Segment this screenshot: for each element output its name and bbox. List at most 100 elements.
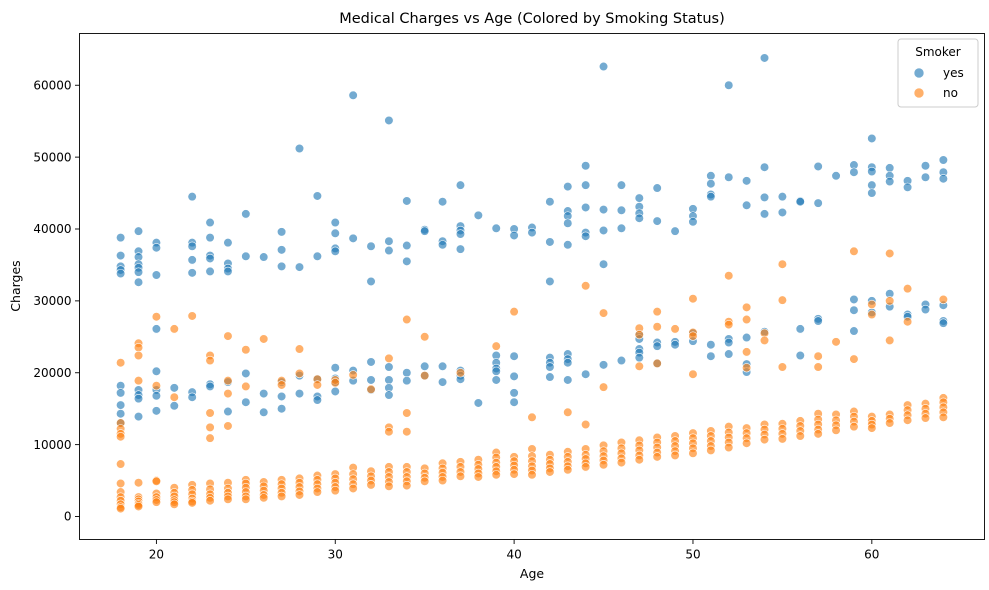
legend-marker-no [913,87,925,99]
data-point-no [133,342,144,353]
data-point-no [151,497,162,507]
data-point-yes [545,372,555,382]
data-point-no [688,369,698,379]
data-point-no [241,494,251,504]
data-point-no [598,308,609,318]
data-point-yes [581,202,591,213]
data-point-no [563,465,573,475]
data-point-yes [312,395,322,405]
data-point-no [867,309,877,320]
data-point-yes [384,390,394,400]
data-point-yes [312,251,322,261]
data-point-yes [706,351,716,361]
data-point-yes [116,233,126,243]
data-point-yes [724,349,734,359]
y-tick-label: 30000 [33,294,71,308]
data-point-yes [634,353,644,363]
data-point-yes [312,191,322,201]
data-point-yes [813,161,823,172]
data-point-yes [420,361,430,371]
data-point-no [116,358,126,368]
data-point-yes [187,392,197,402]
data-point-yes [920,304,931,315]
data-point-no [938,412,948,422]
data-point-yes [652,183,662,193]
chart-title: Medical Charges vs Age (Colored by Smoki… [339,11,725,27]
data-point-yes [920,172,931,182]
data-point-yes [598,360,609,370]
data-point-yes [634,193,644,203]
data-point-no [151,476,162,486]
data-point-no [920,413,931,423]
data-point-yes [151,391,162,401]
data-point-no [205,496,215,506]
data-point-yes [795,324,805,334]
data-point-yes [384,245,394,256]
data-point-yes [706,340,716,350]
data-point-yes [348,90,358,100]
data-point-no [831,425,841,435]
x-tick-label: 60 [864,548,879,562]
data-point-yes [563,358,573,368]
data-point-yes [366,276,376,287]
data-point-yes [652,216,662,226]
data-point-yes [366,357,376,367]
data-point-no [259,493,269,503]
data-point-yes [187,192,197,202]
data-point-no [223,421,233,431]
data-point-no [151,312,162,322]
data-point-no [634,455,644,465]
data-point-no [133,350,144,361]
data-point-no [759,335,770,346]
data-point-no [742,314,752,325]
data-point-no [634,330,644,340]
data-point-no [742,347,752,357]
data-point-yes [133,277,144,287]
data-point-no [169,499,179,509]
data-point-yes [473,398,483,408]
data-point-yes [151,366,162,376]
data-point-no [384,353,394,363]
data-point-yes [402,368,412,378]
data-point-no [330,378,340,388]
data-point-yes [384,236,394,246]
data-point-no [402,480,412,491]
data-point-no [759,434,770,445]
data-point-yes [509,388,519,398]
y-tick-label: 60000 [33,78,71,92]
data-point-no [384,427,394,437]
data-point-no [849,246,859,256]
data-point-yes [366,375,376,385]
data-point-no [902,415,913,425]
data-point-yes [402,196,412,206]
data-point-yes [437,197,448,207]
data-point-yes [402,256,412,266]
data-point-no [223,388,233,399]
data-point-yes [259,407,269,417]
y-tick-label: 40000 [33,222,71,236]
data-point-no [509,469,519,479]
data-point-yes [724,172,734,182]
data-point-yes [169,383,179,393]
data-point-yes [384,362,394,372]
data-point-yes [867,188,877,198]
data-point-no [402,427,412,437]
data-point-no [867,423,877,433]
data-point-no [312,380,322,390]
y-tick-label: 10000 [33,438,71,452]
data-point-yes [867,180,877,190]
data-point-yes [223,238,233,248]
data-point-yes [241,209,251,219]
data-point-no [742,438,752,448]
data-point-yes [581,369,591,379]
data-point-yes [759,162,770,172]
data-point-no [294,368,305,379]
data-point-no [223,376,233,386]
data-point-no [885,335,895,346]
data-point-yes [777,192,788,202]
data-point-yes [330,217,340,228]
data-point-yes [885,176,895,187]
data-point-no [133,376,144,386]
data-point-yes [223,406,233,417]
data-point-yes [938,174,948,184]
